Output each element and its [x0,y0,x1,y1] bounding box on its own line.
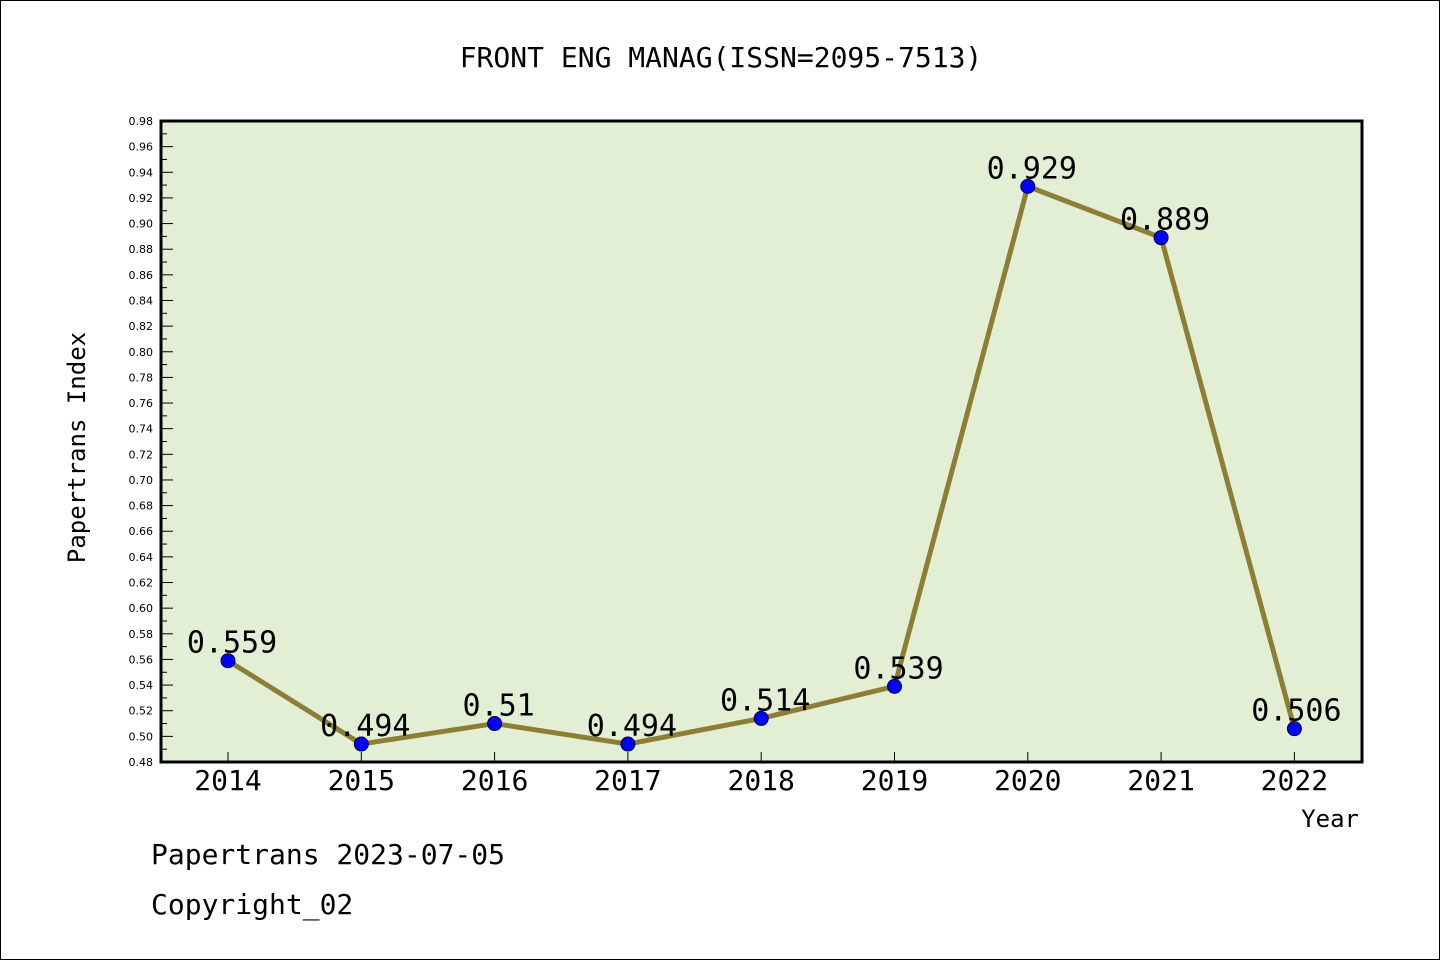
data-label: 0.889 [1120,203,1210,238]
x-tick-label: 2022 [1261,764,1328,797]
y-tick-label: 0.68 [129,500,154,513]
y-tick-label: 0.90 [129,218,154,231]
data-label: 0.539 [853,651,943,686]
y-tick-label: 0.86 [129,269,154,282]
y-tick-label: 0.72 [129,448,154,461]
y-tick-label: 0.92 [129,192,154,205]
y-tick-label: 0.80 [129,346,154,359]
x-axis-ticks: 2014 2015 2016 2017 2018 2019 2020 2021 2022 [194,752,1328,797]
x-tick-label: 2014 [194,764,261,797]
plot-area [159,119,1364,764]
data-label: 0.929 [987,151,1077,186]
data-label: 0.514 [720,683,810,718]
y-tick-label: 0.78 [129,371,154,384]
y-tick-label: 0.88 [129,243,154,256]
y-tick-label: 0.74 [129,423,154,436]
data-point [1153,230,1169,246]
x-tick-label: 2020 [994,764,1061,797]
data-label: 0.506 [1251,694,1341,729]
x-tick-label: 2021 [1127,764,1194,797]
y-tick-label: 0.56 [129,653,154,666]
x-tick-label: 2018 [727,764,794,797]
y-tick-label: 0.70 [129,474,154,487]
footer-date: Papertrans 2023-07-05 [151,838,505,871]
data-label: 0.559 [187,626,277,661]
data-label: 0.51 [462,689,534,724]
y-tick-label: 0.96 [129,141,154,154]
y-tick-label: 0.82 [129,320,154,333]
y-tick-label: 0.66 [129,525,154,538]
data-label: 0.494 [587,709,677,744]
data-point [353,736,369,752]
series-markers [220,178,1302,752]
chart-title: FRONT ENG MANAG(ISSN=2095-7513) [460,41,983,74]
data-point [1286,721,1302,737]
data-label: 0.494 [320,709,410,744]
y-tick-label: 0.84 [129,294,154,307]
y-tick-label: 0.48 [129,756,154,769]
y-axis-ticks: 0.48 0.50 0.52 0.54 0.56 0.58 0.60 0.62 0.64 0.66… [129,115,173,769]
x-axis-title: Year [1301,805,1359,833]
y-tick-label: 0.58 [129,628,154,641]
x-tick-label: 2015 [328,764,395,797]
data-point [620,736,636,752]
x-tick-label: 2016 [461,764,528,797]
y-tick-label: 0.64 [129,551,154,564]
data-point [887,678,902,694]
y-tick-label: 0.54 [129,679,154,692]
data-point [220,653,236,669]
x-tick-label: 2019 [861,764,928,797]
x-tick-label: 2017 [594,764,661,797]
y-axis-title: Papertrans Index [63,332,91,563]
y-tick-label: 0.52 [129,705,154,718]
data-point [1020,178,1036,194]
y-tick-label: 0.62 [129,577,154,590]
y-tick-label: 0.50 [129,730,154,743]
data-labels: 0.559 0.494 0.51 0.494 0.514 0.539 0.929 0.889 0… [187,151,1342,744]
y-tick-label: 0.94 [129,166,154,179]
data-point [753,710,769,726]
footer-copyright: Copyright_02 [151,888,353,922]
y-tick-label: 0.98 [129,115,154,128]
y-tick-label: 0.76 [129,397,154,410]
data-point [487,716,503,732]
y-tick-label: 0.60 [129,602,154,615]
